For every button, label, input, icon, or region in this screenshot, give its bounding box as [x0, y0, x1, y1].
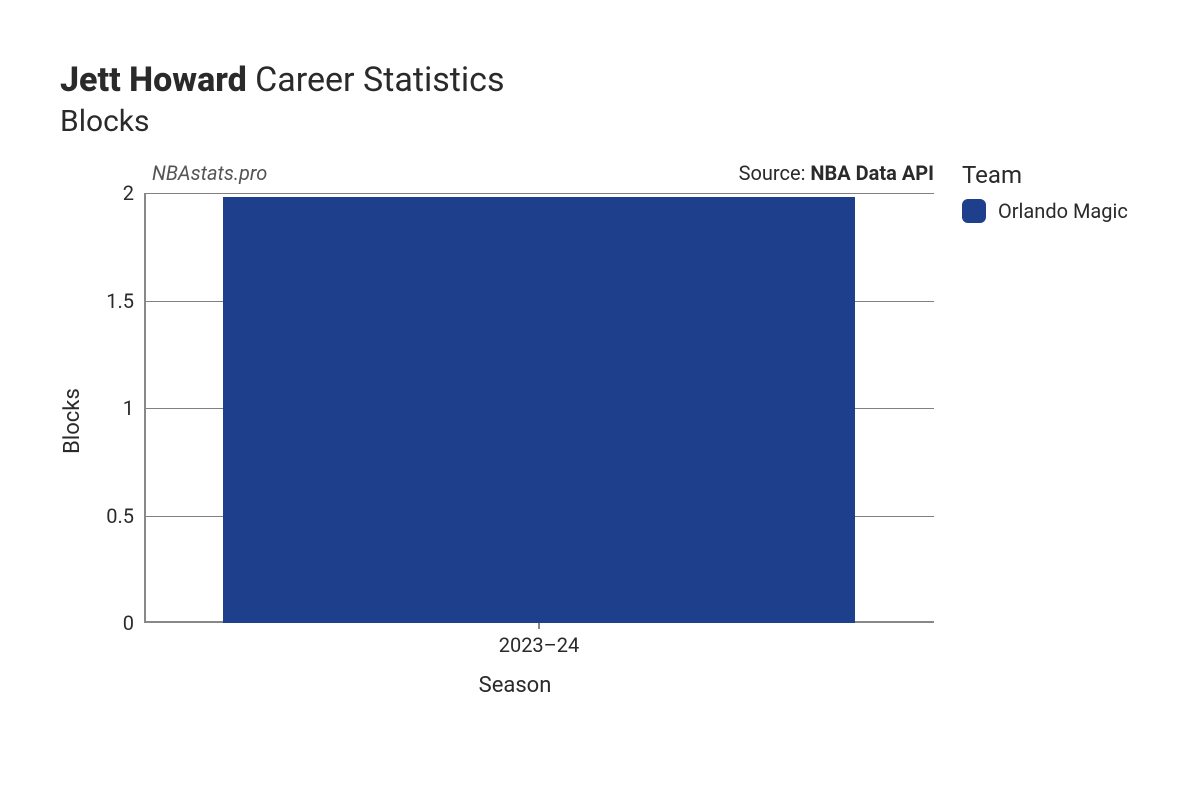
y-tick-label: 2 — [123, 181, 144, 205]
bar — [223, 197, 855, 623]
y-tick-label: 1.5 — [106, 289, 144, 313]
y-axis-label: Blocks — [60, 388, 85, 454]
player-name: Jett Howard — [60, 60, 247, 100]
y-axis-line — [144, 193, 146, 623]
stat-label: Blocks — [60, 104, 1160, 139]
x-tick-label: 2023–24 — [499, 623, 580, 657]
legend-title: Team — [962, 161, 1128, 189]
legend-label: Orlando Magic — [998, 199, 1128, 223]
legend: Team Orlando Magic — [962, 161, 1128, 223]
source-credit: Source: NBA Data API — [739, 161, 934, 185]
legend-item: Orlando Magic — [962, 199, 1128, 223]
watermark: NBAstats.pro — [152, 161, 267, 185]
chart-topline: NBAstats.pro Source: NBA Data API — [96, 161, 934, 189]
y-tick-label: 0 — [123, 611, 144, 635]
y-tick-label: 0.5 — [106, 504, 144, 528]
plot-area: 00.511.522023–24 — [96, 193, 934, 623]
y-tick-label: 1 — [123, 396, 144, 420]
legend-swatch — [962, 199, 986, 223]
title-suffix: Career Statistics — [255, 60, 504, 100]
chart-column: NBAstats.pro Source: NBA Data API 00.511… — [96, 161, 934, 698]
page-title: Jett Howard Career Statistics — [60, 60, 1160, 100]
chart-page: Jett Howard Career Statistics Blocks Blo… — [0, 0, 1200, 800]
source-value: NBA Data API — [810, 161, 934, 185]
x-axis-label: Season — [96, 673, 934, 698]
gridline — [144, 193, 934, 194]
source-prefix: Source: — [739, 161, 811, 185]
chart-row: Blocks NBAstats.pro Source: NBA Data API… — [60, 161, 1160, 698]
plot-inner: 00.511.522023–24 — [144, 193, 934, 623]
